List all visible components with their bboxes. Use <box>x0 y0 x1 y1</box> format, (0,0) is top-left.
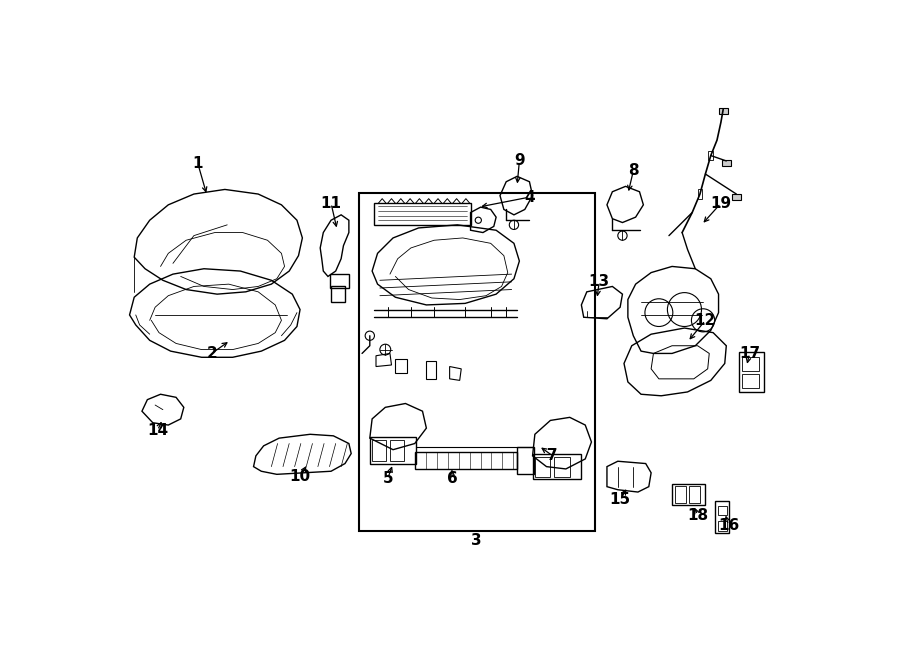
Bar <box>718 108 728 114</box>
Text: 7: 7 <box>547 448 558 463</box>
Bar <box>359 193 595 531</box>
Bar <box>535 457 551 477</box>
Bar <box>698 190 702 199</box>
Bar <box>732 194 741 200</box>
Text: 14: 14 <box>147 423 168 438</box>
Bar <box>372 440 386 461</box>
Text: 11: 11 <box>320 196 341 211</box>
Bar <box>739 352 763 392</box>
Bar <box>718 506 727 515</box>
Text: 15: 15 <box>609 492 631 507</box>
Text: 12: 12 <box>695 313 716 328</box>
Text: 19: 19 <box>710 196 732 211</box>
Bar <box>722 160 731 167</box>
Text: 13: 13 <box>589 274 610 290</box>
Bar <box>742 358 759 371</box>
Text: 17: 17 <box>739 346 760 361</box>
Bar <box>718 522 727 531</box>
Bar <box>554 457 570 477</box>
Bar <box>370 437 417 463</box>
Bar <box>716 500 729 533</box>
Text: 4: 4 <box>524 190 535 205</box>
Bar <box>742 374 759 388</box>
Text: 18: 18 <box>687 508 708 523</box>
Bar <box>329 274 349 288</box>
Text: 8: 8 <box>628 163 639 178</box>
Bar <box>533 454 580 479</box>
Bar <box>672 484 705 505</box>
Bar <box>415 452 517 469</box>
Text: 3: 3 <box>472 533 482 548</box>
Text: 10: 10 <box>290 469 310 484</box>
Text: 6: 6 <box>446 471 457 486</box>
Bar <box>675 486 686 503</box>
Bar <box>517 447 534 475</box>
Bar <box>331 286 345 302</box>
Text: 16: 16 <box>718 518 739 533</box>
Text: 1: 1 <box>193 156 203 171</box>
Text: 2: 2 <box>206 346 217 361</box>
Bar <box>689 486 700 503</box>
Text: 5: 5 <box>382 471 393 486</box>
Bar <box>708 151 713 160</box>
Text: 9: 9 <box>514 153 525 169</box>
Bar <box>390 440 404 461</box>
